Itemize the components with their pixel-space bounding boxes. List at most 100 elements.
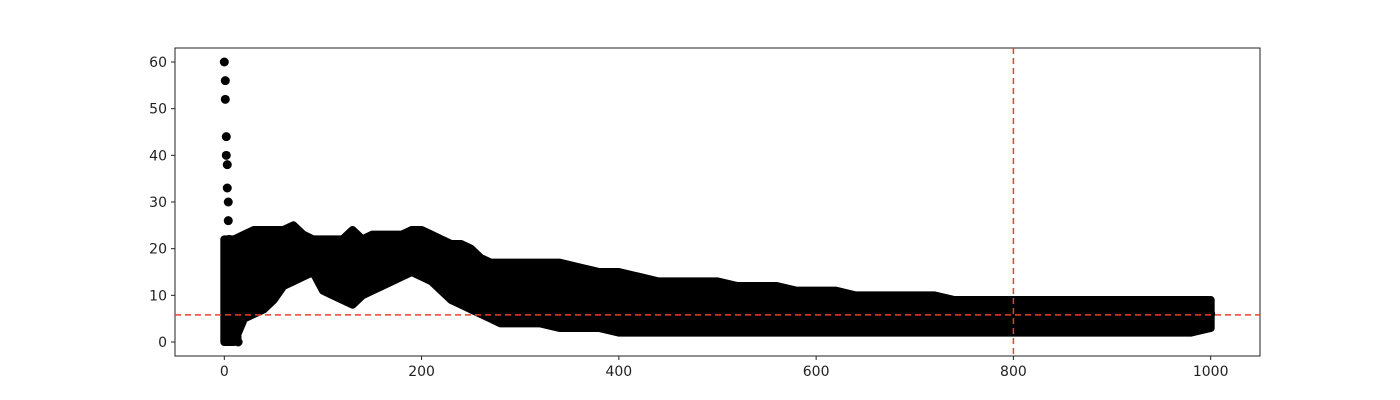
data-point [693,304,703,314]
data-point [959,309,969,319]
data-point [1058,314,1068,324]
data-point [920,309,930,319]
data-point [969,309,979,319]
data-point [1048,314,1058,324]
data-point [224,244,234,254]
data-point [1087,314,1097,324]
data-point [752,309,762,319]
data-point [703,304,713,314]
data-point [614,300,624,310]
data-point [233,337,243,347]
data-point [841,309,851,319]
x-tick-label: 400 [605,364,632,380]
data-point [634,304,644,314]
data-point [910,309,920,319]
data-point [870,309,880,319]
data-point [949,309,959,319]
data-point [1107,314,1117,324]
reference-lines [175,48,1260,356]
data-point [220,76,230,86]
data-point [225,253,235,263]
data-point [249,272,259,282]
data-point [683,304,693,314]
data-point [222,183,232,193]
data-point [782,309,792,319]
data-point [604,300,614,310]
data-point [851,309,861,319]
data-point [742,304,752,314]
x-tick-label: 800 [1000,364,1027,380]
data-point [220,94,230,104]
data-point [1018,314,1028,324]
y-tick-label: 30 [149,195,167,211]
data-point [229,300,239,310]
data-point [594,300,604,310]
data-point [979,309,989,319]
data-point [860,309,870,319]
data-point [1028,314,1038,324]
data-point [791,309,801,319]
x-tick-label: 600 [803,364,830,380]
data-point [643,304,653,314]
data-point [279,244,288,254]
data-point [219,57,229,67]
data-point [228,290,238,300]
x-tick-label: 1000 [1193,364,1229,380]
data-point [1206,309,1216,319]
data-point [1127,309,1137,319]
data-point [1147,309,1156,319]
data-point [1077,314,1087,324]
x-axis: 0 200 400 600 800 1000 [220,356,1229,380]
data-point [1176,309,1186,319]
data-point [221,150,231,160]
data-point [230,314,240,324]
data-point [241,258,251,268]
y-tick-label: 0 [158,335,167,351]
data-point [223,216,233,226]
data-point [801,309,811,319]
data-point [624,304,634,314]
data-point [772,309,782,319]
data-point [732,304,742,314]
data-point [1038,314,1048,324]
data-point [821,309,831,319]
y-tick-label: 50 [149,102,167,118]
data-point [880,309,890,319]
data-point [226,267,236,277]
y-tick-label: 60 [149,55,167,71]
data-point [222,160,232,170]
data-point [831,309,841,319]
data-point [1137,309,1147,319]
data-point [239,248,249,258]
data-point [762,309,772,319]
data-point [1166,309,1176,319]
data-point [352,253,362,263]
data-point [663,304,673,314]
data-point [1196,309,1206,319]
data-point [999,314,1009,324]
y-tick-label: 40 [149,148,167,164]
x-tick-label: 0 [220,364,229,380]
data-point [224,234,234,244]
data-point [713,304,722,314]
data-point [231,323,241,333]
y-axis: 0 10 20 30 40 50 60 [149,55,175,351]
data-point [673,304,683,314]
y-tick-label: 10 [149,288,167,304]
y-tick-label: 20 [149,242,167,258]
data-point [227,281,237,291]
data-point [1117,314,1127,324]
data-point [890,309,900,319]
data-point [989,309,999,319]
data-point [930,309,939,319]
data-point [237,234,247,244]
data-point [1156,309,1166,319]
data-point [1186,309,1196,319]
data-point [254,262,264,272]
x-tick-label: 200 [408,364,435,380]
data-point [574,300,584,310]
data-point [1068,314,1078,324]
data-point [653,304,663,314]
data-point [223,197,233,207]
